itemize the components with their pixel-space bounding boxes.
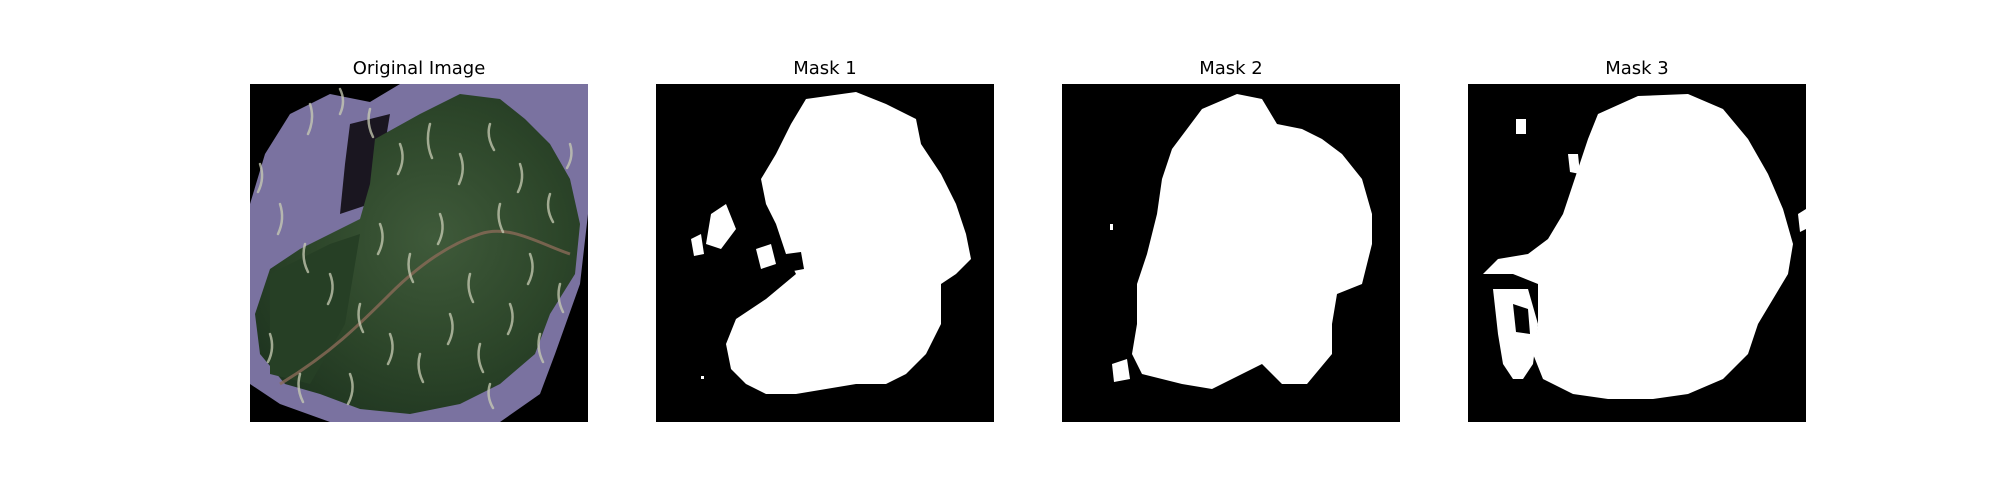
panel-title-mask-1: Mask 1 [793, 58, 857, 79]
mask-2-image [1062, 84, 1400, 422]
panel-title-original-image: Original Image [352, 58, 486, 79]
mask-1-panel [656, 84, 994, 422]
mask-3-panel [1468, 84, 1806, 422]
mask-2-panel [1062, 84, 1400, 422]
original-image-panel [250, 84, 588, 422]
original-image [250, 84, 588, 422]
panel-title-mask-2: Mask 2 [1199, 58, 1263, 79]
mask-1-image [656, 84, 994, 422]
panel-title-mask-3: Mask 3 [1605, 58, 1669, 79]
mask-3-image [1468, 84, 1806, 422]
